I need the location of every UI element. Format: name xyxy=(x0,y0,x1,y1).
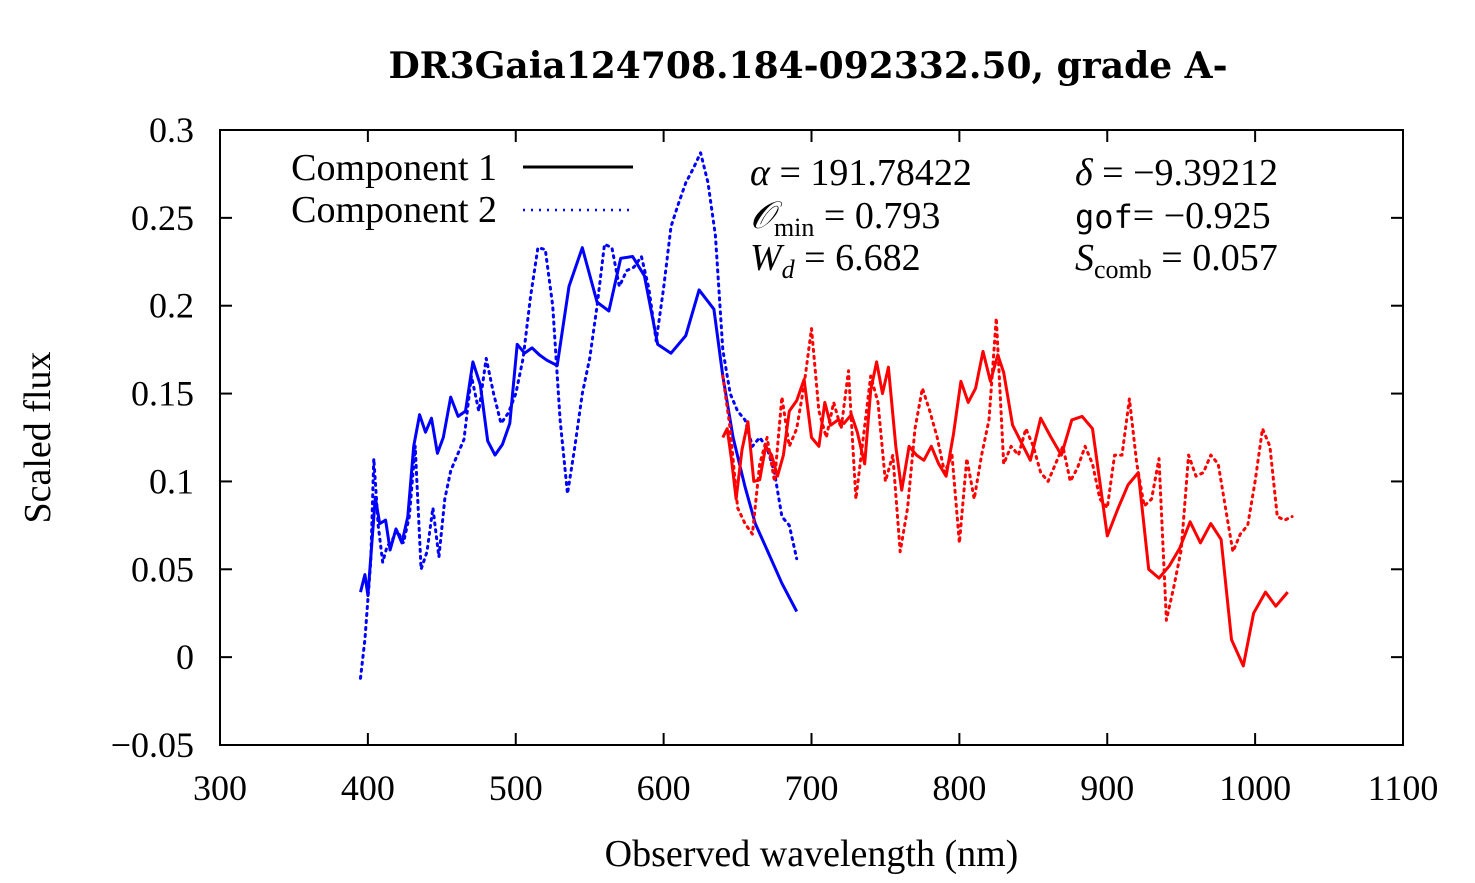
legend-label-component-2: Component 2 xyxy=(291,189,497,231)
stat-s-comb: Scomb = 0.057 xyxy=(1075,237,1278,284)
y-axis-label: Scaled flux xyxy=(17,351,59,523)
x-tick-label: 300 xyxy=(193,768,247,808)
y-tick-label: 0.3 xyxy=(149,110,194,150)
chart-title: DR3Gaia124708.184-092332.50, grade A- xyxy=(388,45,1227,87)
y-tick-label: 0.1 xyxy=(149,461,194,501)
series-line-blue-component-1 xyxy=(359,246,799,613)
legend: Component 1 Component 2 xyxy=(291,147,633,231)
stat-gof: gof= −0.925 xyxy=(1075,195,1271,237)
fit-statistics: α = 191.78422 δ = −9.39212 𝒪min = 0.793 … xyxy=(750,152,1278,284)
y-tick-label: 0.2 xyxy=(149,286,194,326)
x-axis-label: Observed wavelength (nm) xyxy=(605,833,1019,875)
x-tick-label: 900 xyxy=(1080,768,1134,808)
legend-label-component-1: Component 1 xyxy=(291,147,497,189)
y-tick-label: 0.25 xyxy=(131,198,194,238)
x-tick-label: 1100 xyxy=(1368,768,1439,808)
axis-ticks: 300 400 500 600 700 800 900 1000 1100 −0.05 0 0.05 0… xyxy=(111,110,1439,808)
series-layer xyxy=(359,151,1294,680)
stat-w-d: Wd = 6.682 xyxy=(750,237,921,284)
y-tick-label: 0.05 xyxy=(131,549,194,589)
x-tick-label: 1000 xyxy=(1219,768,1291,808)
y-tick-label: 0 xyxy=(176,637,194,677)
series-line-blue-component-2 xyxy=(359,151,799,680)
x-tick-label: 600 xyxy=(637,768,691,808)
x-tick-label: 500 xyxy=(489,768,543,808)
x-tick-label: 800 xyxy=(932,768,986,808)
x-tick-label: 400 xyxy=(341,768,395,808)
series-line-red-component-1 xyxy=(721,349,1289,668)
stat-delta: δ = −9.39212 xyxy=(1075,152,1278,194)
stat-alpha: α = 191.78422 xyxy=(750,152,972,194)
stat-o-min: 𝒪min = 0.793 xyxy=(750,195,940,242)
y-tick-label: −0.05 xyxy=(111,725,194,765)
y-tick-label: 0.15 xyxy=(131,374,194,414)
series-line-red-component-2 xyxy=(721,316,1294,622)
x-tick-label: 700 xyxy=(785,768,839,808)
